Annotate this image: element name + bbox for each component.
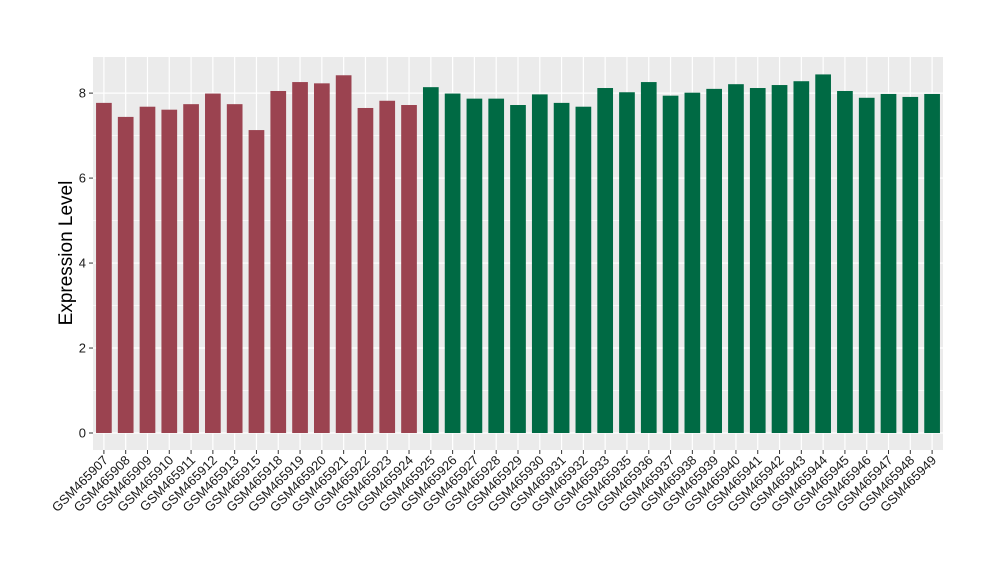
bar-GSM465928 <box>488 98 505 434</box>
y-tick-label: 4 <box>79 256 86 271</box>
bar-GSM465932 <box>575 106 592 434</box>
bar-GSM465945 <box>837 90 853 434</box>
bar-GSM465913 <box>226 104 243 434</box>
bar-GSM465931 <box>553 102 570 434</box>
bar-GSM465925 <box>422 87 439 434</box>
bar-GSM465938 <box>684 92 701 434</box>
y-tick-label: 8 <box>79 86 86 101</box>
bar-GSM465944 <box>815 74 831 434</box>
bar-GSM465949 <box>924 93 940 434</box>
bar-GSM465943 <box>793 81 810 434</box>
bar-GSM465921 <box>335 75 352 434</box>
bar-GSM465935 <box>619 92 635 434</box>
bar-GSM465915 <box>248 130 265 434</box>
y-axis: 0 2 4 6 8 <box>79 86 93 441</box>
bar-GSM465926 <box>444 93 461 434</box>
y-tick-label: 0 <box>79 426 86 441</box>
bar-GSM465922 <box>357 107 374 434</box>
bar-GSM465920 <box>314 83 330 434</box>
y-axis-title: Expression Level <box>56 181 77 326</box>
bar-GSM465939 <box>706 88 722 434</box>
bar-GSM465933 <box>597 88 614 434</box>
bar-GSM465927 <box>466 98 483 434</box>
bar-GSM465919 <box>292 82 308 434</box>
bar-GSM465937 <box>662 95 679 434</box>
bar-GSM465940 <box>728 84 744 434</box>
bar-GSM465909 <box>139 106 156 434</box>
bars <box>96 74 940 434</box>
bar-GSM465929 <box>510 105 526 434</box>
bar-GSM465948 <box>902 96 919 434</box>
bar-GSM465918 <box>270 90 287 434</box>
bar-GSM465911 <box>183 104 199 434</box>
bar-GSM465910 <box>161 109 178 434</box>
bar-GSM465930 <box>531 94 548 434</box>
bar-GSM465908 <box>117 116 134 434</box>
bar-GSM465912 <box>205 93 221 434</box>
bar-GSM465942 <box>771 85 788 434</box>
bar-GSM465946 <box>858 97 875 434</box>
bar-GSM465941 <box>749 88 766 434</box>
bar-GSM465907 <box>96 102 112 434</box>
y-tick-label: 6 <box>79 171 86 186</box>
bar-GSM465923 <box>379 100 396 434</box>
bar-GSM465924 <box>401 105 417 434</box>
y-tick-label: 2 <box>79 341 86 356</box>
bar-GSM465936 <box>640 82 657 434</box>
x-axis: GSM465907GSM465908GSM465909GSM465910GSM4… <box>49 450 939 515</box>
bar-GSM465947 <box>880 93 897 434</box>
